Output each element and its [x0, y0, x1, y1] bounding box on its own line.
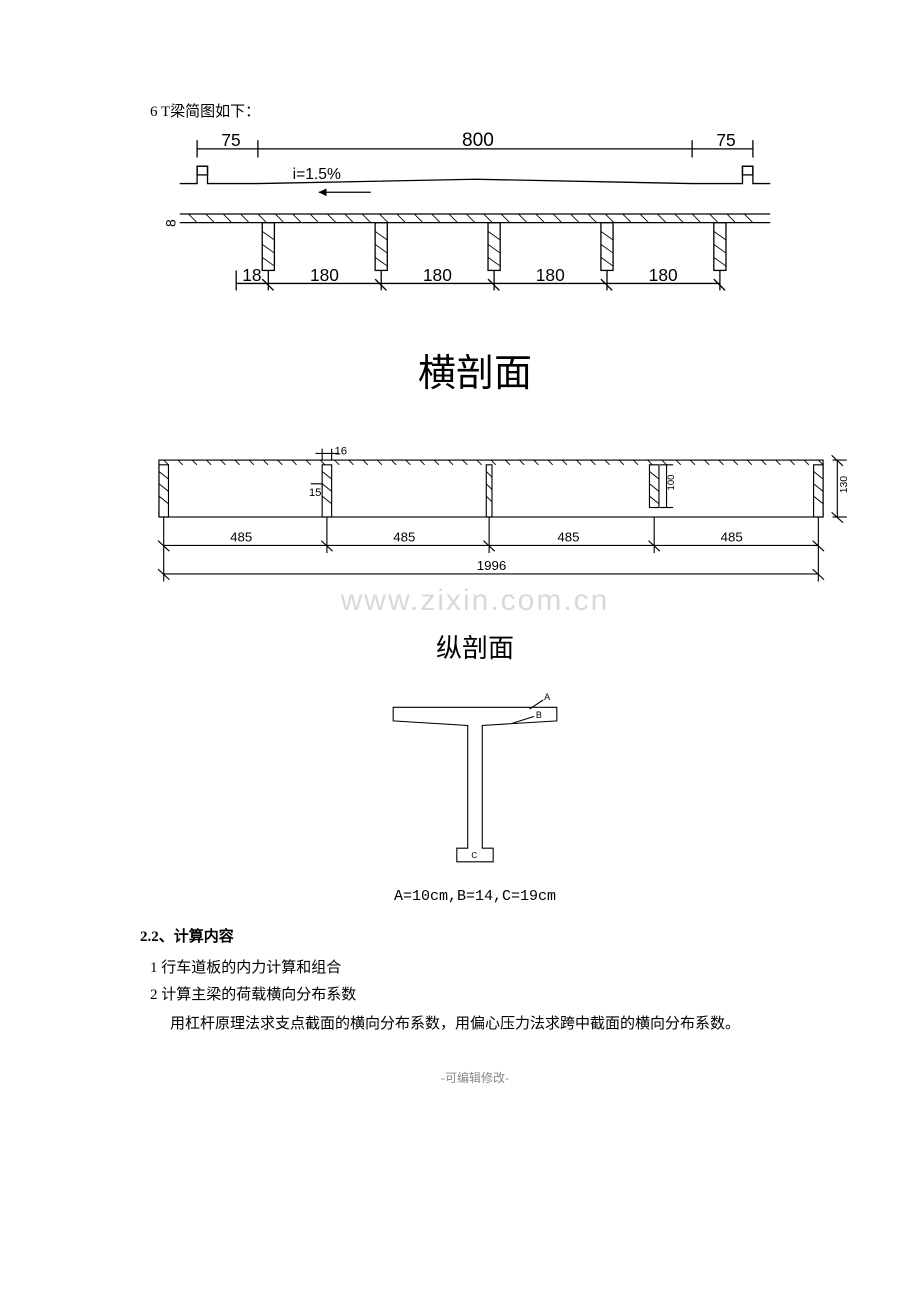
cross-section-svg: 75 800 75 i=1.5% 8 18 180 180 180 180 — [145, 127, 805, 327]
long-caption: 纵剖面 — [140, 628, 810, 665]
dim-18: 18 — [242, 265, 261, 285]
cross-caption: 横剖面 — [140, 342, 810, 397]
item-1-line: 1 行车道板的内力计算和组合 — [140, 956, 810, 977]
cross-section-figure: 75 800 75 i=1.5% 8 18 180 180 180 180 横剖… — [140, 127, 810, 397]
item-6-num: 6 — [150, 104, 158, 120]
dim-485-3: 485 — [557, 530, 579, 545]
dim-180-3: 180 — [536, 265, 565, 285]
dim-100: 100 — [666, 475, 677, 491]
t-section-svg: A B C — [375, 685, 575, 875]
item-6-text: T梁简图如下： — [161, 104, 260, 120]
item-2-para: 用杠杆原理法求支点截面的横向分布系数，用偏心压力法求跨中截面的横向分布系数。 — [140, 1010, 810, 1039]
item-6-line: 6 T梁简图如下： — [140, 100, 810, 121]
dim-mid-800: 800 — [462, 130, 494, 151]
dim-1996: 1996 — [477, 558, 507, 573]
dim-side-8: 8 — [162, 219, 178, 227]
dim-left-75: 75 — [221, 130, 240, 150]
dim-16: 16 — [334, 445, 347, 457]
dim-right-75: 75 — [716, 130, 735, 150]
item-1-text: 行车道板的内力计算和组合 — [161, 960, 341, 976]
label-B: B — [536, 710, 542, 720]
long-section-svg: 16 15 485 485 485 485 1996 130 100 — [140, 427, 880, 607]
slope-label: i=1.5% — [293, 166, 341, 183]
dim-485-4: 485 — [721, 530, 743, 545]
label-A: A — [544, 692, 551, 702]
dim-130: 130 — [839, 476, 850, 494]
t-section-caption: A=10cm,B=14,C=19cm — [140, 888, 810, 905]
t-section-figure: A B C A=10cm,B=14,C=19cm — [140, 685, 810, 905]
dim-485-1: 485 — [230, 530, 252, 545]
dim-15: 15 — [309, 487, 322, 499]
dim-485-2: 485 — [393, 530, 415, 545]
item-2-text: 计算主梁的荷载横向分布系数 — [161, 987, 356, 1003]
long-section-figure: 16 15 485 485 485 485 1996 130 100 www.z… — [140, 427, 810, 665]
dim-180-4: 180 — [649, 265, 678, 285]
item-2-line: 2 计算主梁的荷载横向分布系数 — [140, 983, 810, 1004]
item-2-num: 2 — [150, 987, 158, 1003]
item-1-num: 1 — [150, 960, 158, 976]
section-2-2-head: 2.2、计算内容 — [140, 925, 810, 946]
label-C: C — [471, 851, 477, 860]
dim-180-2: 180 — [423, 265, 452, 285]
dim-180-1: 180 — [310, 265, 339, 285]
page-footer: -可编辑修改- — [140, 1069, 810, 1086]
